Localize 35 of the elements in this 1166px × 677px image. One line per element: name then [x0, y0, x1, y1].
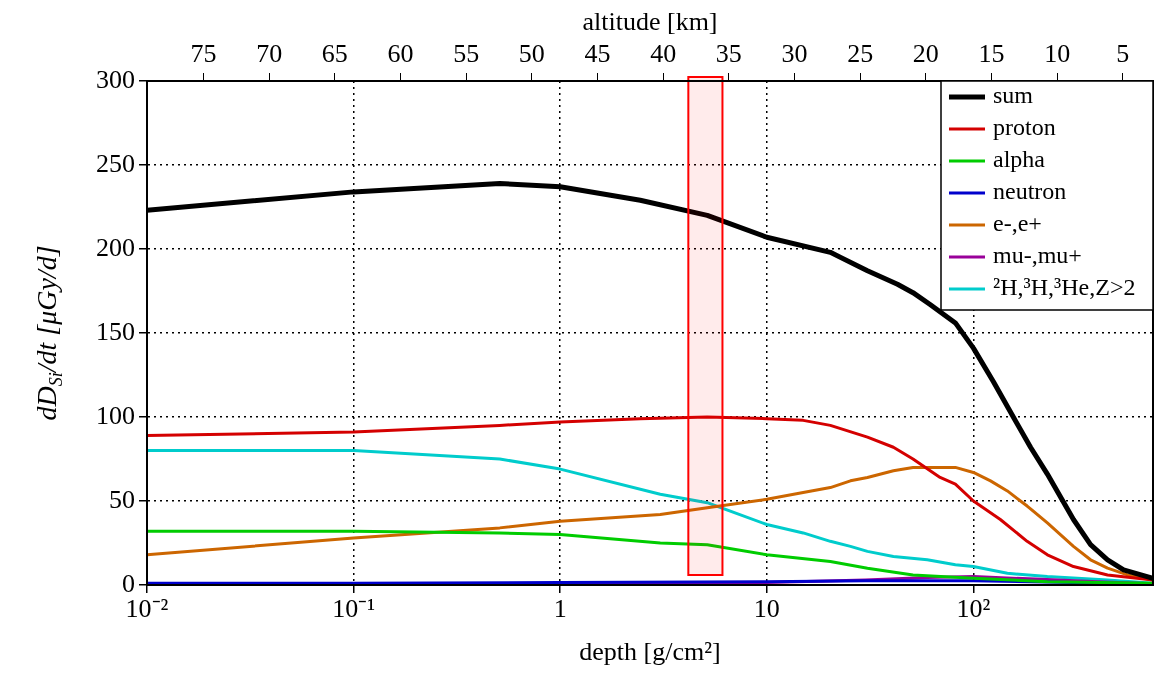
x-tick-label: 10: [753, 594, 780, 624]
x2-tick-label: 55: [453, 39, 480, 69]
legend-label: proton: [993, 114, 1056, 141]
legend-label: sum: [993, 82, 1034, 109]
legend-label: mu-,mu+: [993, 242, 1082, 269]
y-axis-title: dDSi/dt [μGy/d]: [31, 245, 66, 421]
x2-tick-label: 45: [584, 39, 611, 69]
legend-label: alpha: [993, 146, 1046, 173]
x2-tick-label: 25: [847, 39, 874, 69]
x-tick-label: 10²: [956, 594, 991, 624]
x-tick-label: 10⁻¹: [332, 594, 375, 624]
x2-tick-label: 35: [715, 39, 742, 69]
x2-tick-label: 30: [781, 39, 808, 69]
x2-tick-label: 15: [978, 39, 1005, 69]
x2-tick-label: 50: [518, 39, 545, 69]
x2-tick-label: 75: [190, 39, 217, 69]
x2-tick-label: 60: [387, 39, 414, 69]
y-tick-label: 250: [96, 148, 135, 178]
legend-label: neutron: [993, 178, 1067, 205]
x-tick-label: 1: [553, 594, 567, 624]
x2-axis-title: altitude [km]: [582, 7, 718, 37]
y-tick-label: 50: [109, 484, 135, 514]
legend-label: ²H,³H,³He,Z>2: [993, 274, 1136, 301]
y-tick-label: 100: [96, 400, 135, 430]
x-axis-title: depth [g/cm²]: [579, 637, 721, 667]
x2-tick-label: 70: [256, 39, 283, 69]
x2-tick-label: 10: [1044, 39, 1071, 69]
x2-tick-label: 40: [650, 39, 677, 69]
y-tick-label: 200: [96, 232, 135, 262]
y-tick-label: 300: [96, 64, 135, 94]
x2-tick-label: 65: [321, 39, 348, 69]
x2-tick-label: 20: [912, 39, 939, 69]
x2-tick-label: 5: [1116, 39, 1130, 69]
y-tick-label: 150: [96, 316, 135, 346]
legend-label: e-,e+: [993, 210, 1042, 237]
